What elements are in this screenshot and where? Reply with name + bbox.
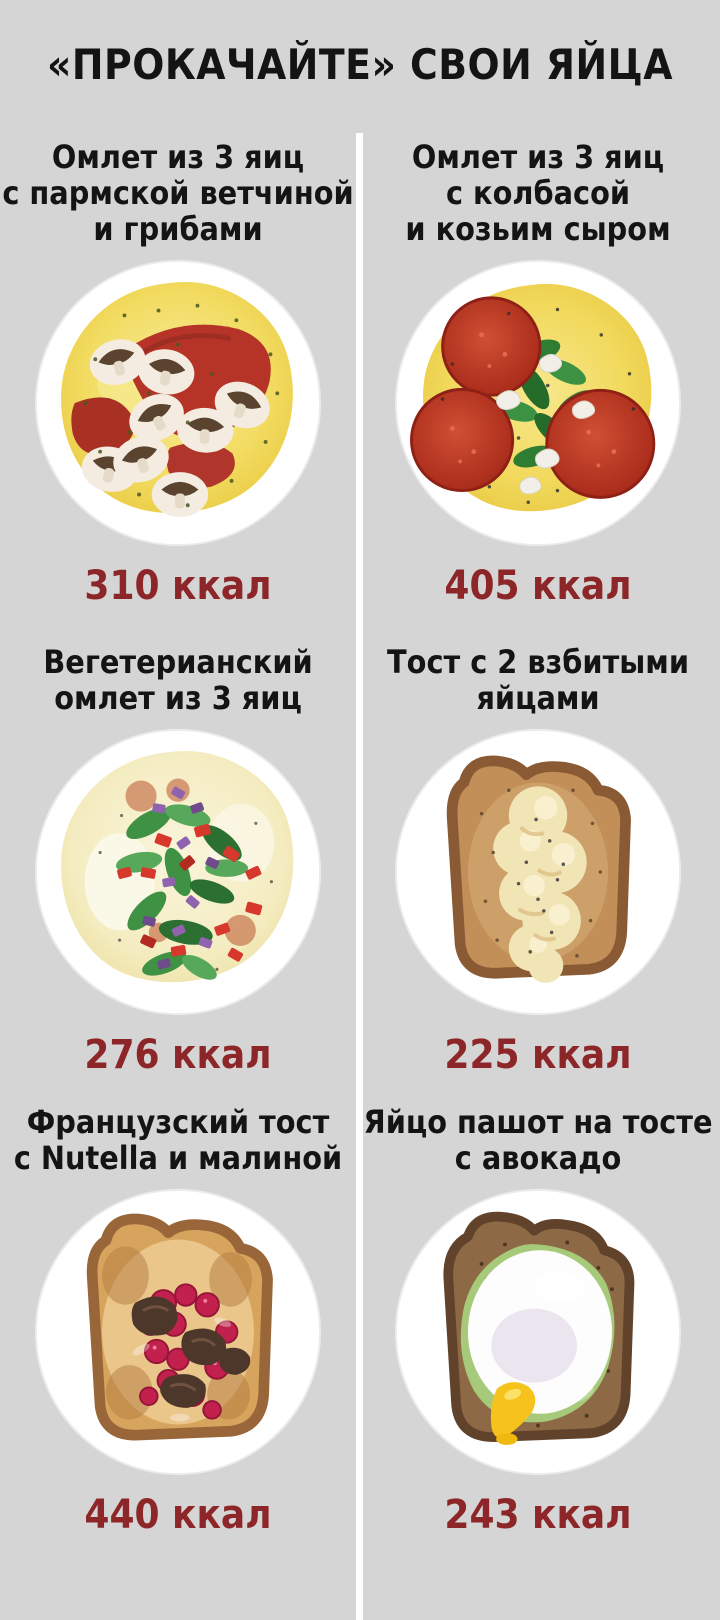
dish-card-omelet-sausage: Омлет из 3 яиц с колбасой и козьим сыром <box>356 135 720 640</box>
dish-photo-vegetarian-omelet <box>32 726 324 1018</box>
omelet-sausage-illustration <box>394 260 682 547</box>
dish-photo-omelet-sausage-goat-cheese <box>392 257 684 549</box>
vegetarian-omelet-illustration <box>34 729 322 1016</box>
column-divider <box>356 133 363 1620</box>
dish-title: Омлет из 3 яиц с колбасой и козьим сыром <box>405 138 671 249</box>
calorie-label: 440 ккал <box>84 1492 272 1539</box>
dish-card-french-toast: Французский тост с Nutella и малиной <box>0 1100 356 1620</box>
dish-card-toast-scrambled: Тост с 2 взбитыми яйцами <box>356 640 720 1100</box>
dish-title: Французский тост с Nutella и малиной <box>13 1103 343 1178</box>
dish-title: Омлет из 3 яиц с пармской ветчиной и гри… <box>2 138 354 249</box>
page-title: «ПРОКАЧАЙТЕ» СВОИ ЯЙЦА <box>47 40 673 89</box>
dish-photo-omelet-parma-ham-mushrooms <box>32 257 324 549</box>
dish-grid: Омлет из 3 яиц с пармской ветчиной и гри… <box>0 135 720 1620</box>
dish-card-avocado-toast: Яйцо пашот на тосте с авокадо <box>356 1100 720 1620</box>
dish-title: Яйцо пашот на тосте с авокадо <box>363 1103 713 1178</box>
calorie-label: 276 ккал <box>84 1032 272 1079</box>
dish-photo-poached-egg-avocado <box>392 1186 684 1478</box>
dish-title: Тост с 2 взбитыми яйцами <box>387 643 689 718</box>
calorie-label: 310 ккал <box>84 563 272 610</box>
calorie-label: 225 ккал <box>444 1032 632 1079</box>
dish-card-omelet-parma: Омлет из 3 яиц с пармской ветчиной и гри… <box>0 135 356 640</box>
dish-photo-french-toast-nutella <box>32 1186 324 1478</box>
calorie-label: 243 ккал <box>444 1492 632 1539</box>
omelet-parma-illustration <box>34 260 322 547</box>
calorie-label: 405 ккал <box>444 563 632 610</box>
toast-scrambled-illustration <box>394 729 682 1016</box>
dish-photo-toast-scrambled-eggs <box>392 726 684 1018</box>
dish-card-vegetarian-omelet: Вегетерианский омлет из 3 яиц <box>0 640 356 1100</box>
avocado-toast-illustration <box>394 1189 682 1476</box>
french-toast-illustration <box>34 1189 322 1476</box>
dish-title: Вегетерианский омлет из 3 яиц <box>43 643 313 718</box>
